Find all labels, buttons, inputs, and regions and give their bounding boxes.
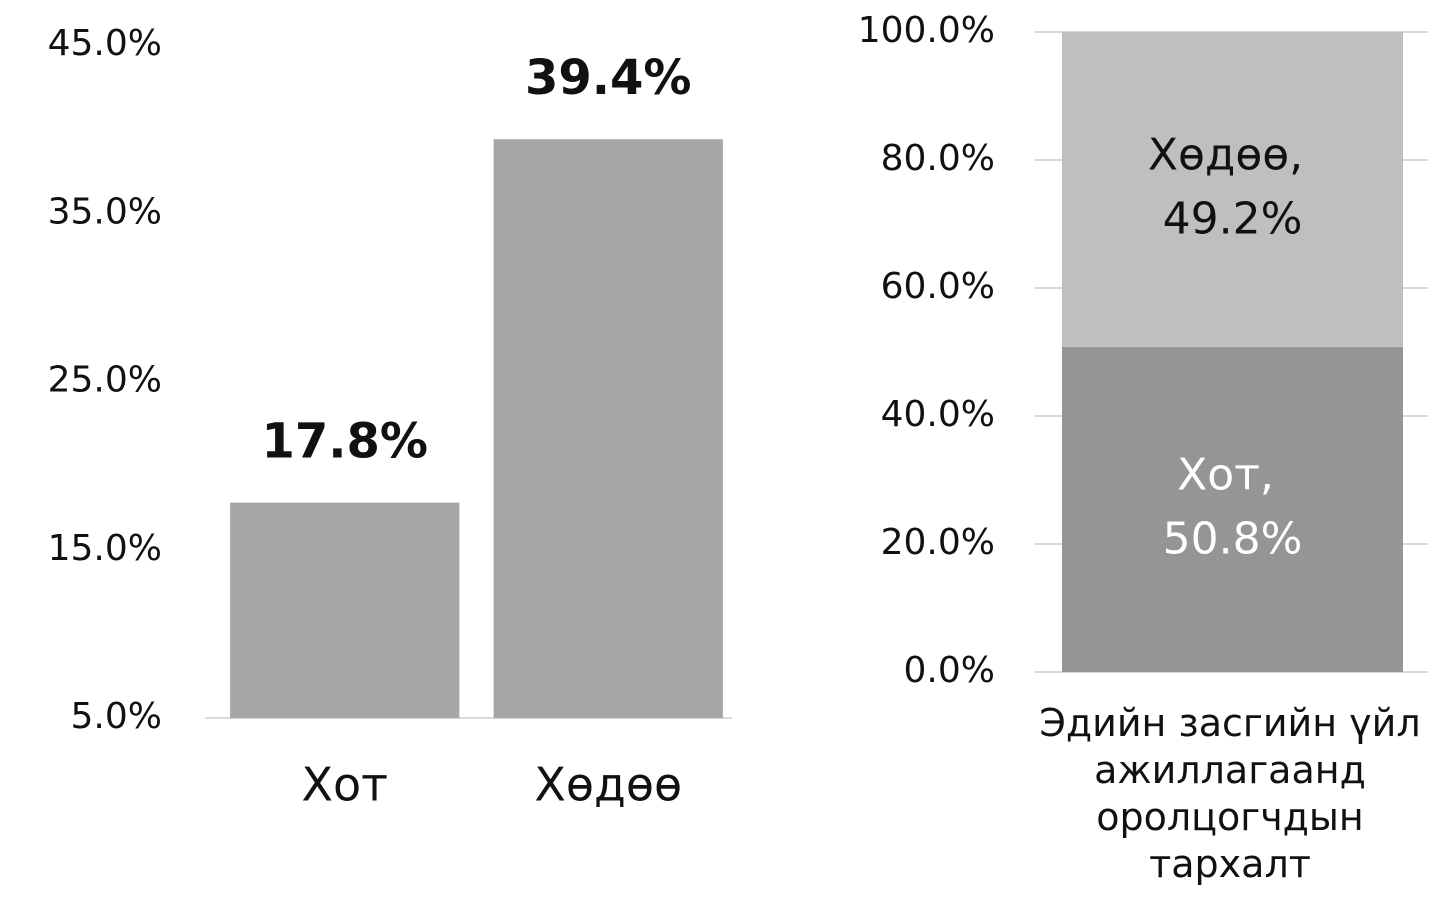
data-label: 39.4% xyxy=(525,50,692,106)
x-tick-label: Хот xyxy=(302,758,388,812)
y-tick-label: 100.0% xyxy=(858,10,995,51)
y-tick-label: 45.0% xyxy=(48,23,162,64)
y-tick-label: 0.0% xyxy=(904,650,995,691)
data-label: Хөдөө, 49.2% xyxy=(1148,129,1317,244)
y-tick-label: 80.0% xyxy=(881,138,995,179)
x-tick-label: Эдийн засгийн үйл ажиллагаанд оролцогчды… xyxy=(1039,701,1421,886)
bar xyxy=(493,139,723,719)
data-label: 17.8% xyxy=(261,414,428,470)
bar-segment xyxy=(1062,346,1403,672)
y-tick-label: 20.0% xyxy=(881,522,995,563)
y-tick-label: 35.0% xyxy=(48,191,162,232)
bar-segment xyxy=(1062,32,1403,347)
y-tick-label: 5.0% xyxy=(71,696,162,737)
x-tick-label: Хөдөө xyxy=(534,758,682,812)
data-label: Хот, 50.8% xyxy=(1163,449,1303,564)
y-tick-label: 40.0% xyxy=(881,394,995,435)
bar xyxy=(230,502,460,718)
y-tick-label: 15.0% xyxy=(48,528,162,569)
y-tick-label: 60.0% xyxy=(881,266,995,307)
y-tick-label: 25.0% xyxy=(48,360,162,401)
